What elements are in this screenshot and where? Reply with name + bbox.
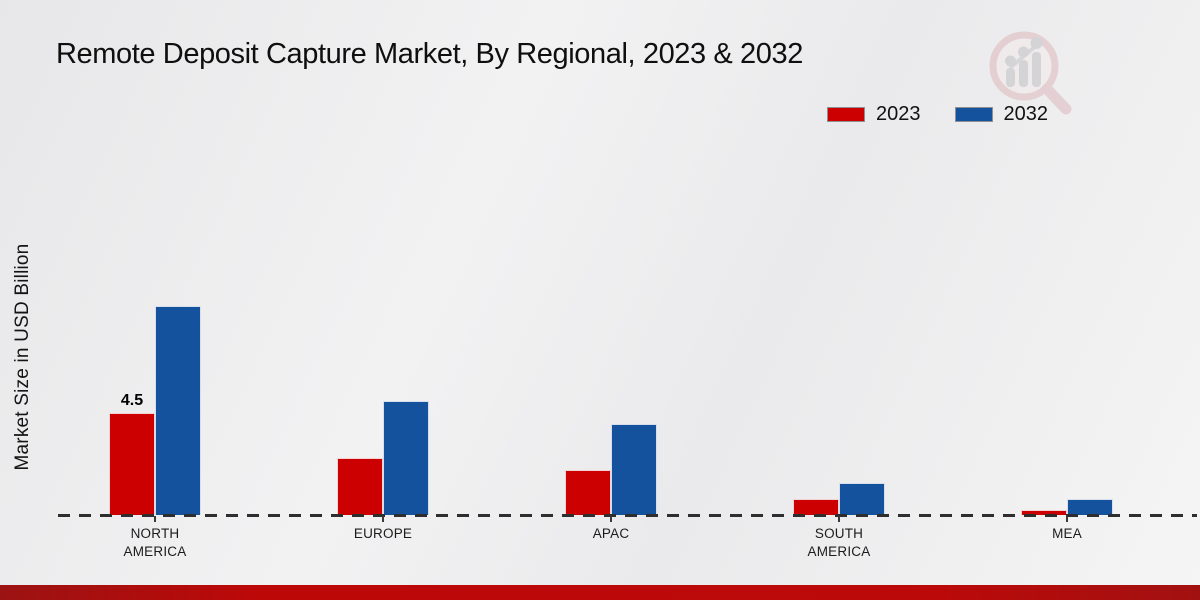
bar-2032-apac — [611, 424, 657, 515]
footer-accent-strip — [0, 585, 1200, 600]
legend-label-2032: 2032 — [1003, 103, 1049, 125]
chart-title: Remote Deposit Capture Market, By Region… — [56, 38, 803, 70]
data-label-2023-north-america: 4.5 — [120, 392, 144, 409]
x-axis-tick — [610, 516, 612, 522]
legend-label-2023: 2023 — [876, 103, 921, 125]
x-axis-label-south-america: SOUTH AMERICA — [807, 526, 871, 560]
bar-2032-europe — [383, 401, 429, 515]
x-axis-label-north-america: NORTH AMERICA — [123, 526, 187, 560]
bar-2032-mea — [1067, 499, 1113, 515]
bar-2023-apac — [565, 470, 611, 515]
bar-2032-north-america — [155, 306, 201, 515]
bar-2023-mea — [1021, 510, 1067, 515]
bar-2032-south-america — [839, 483, 885, 515]
bar-2023-europe — [337, 458, 383, 515]
x-axis-label-mea: MEA — [1052, 526, 1082, 541]
x-axis-baseline — [58, 514, 1197, 517]
x-axis-label-apac: APAC — [592, 526, 630, 541]
x-axis-tick — [838, 516, 840, 522]
legend-item-2023: 2023 — [827, 103, 921, 126]
legend-swatch-2032 — [954, 107, 993, 122]
legend-swatch-2023 — [827, 107, 865, 122]
x-axis-tick — [154, 516, 156, 522]
x-axis-tick — [382, 516, 384, 522]
x-axis-label-europe: EUROPE — [353, 526, 413, 541]
legend: 2023 2032 — [827, 103, 1048, 126]
market-research-magnifier-logo-icon — [989, 31, 1072, 115]
bar-2023-north-america — [109, 413, 155, 515]
y-axis-label: Market Size in USD Billion — [12, 243, 33, 471]
x-axis-tick — [1066, 516, 1068, 522]
legend-item-2032: 2032 — [954, 103, 1049, 126]
bar-2023-south-america — [793, 499, 839, 515]
